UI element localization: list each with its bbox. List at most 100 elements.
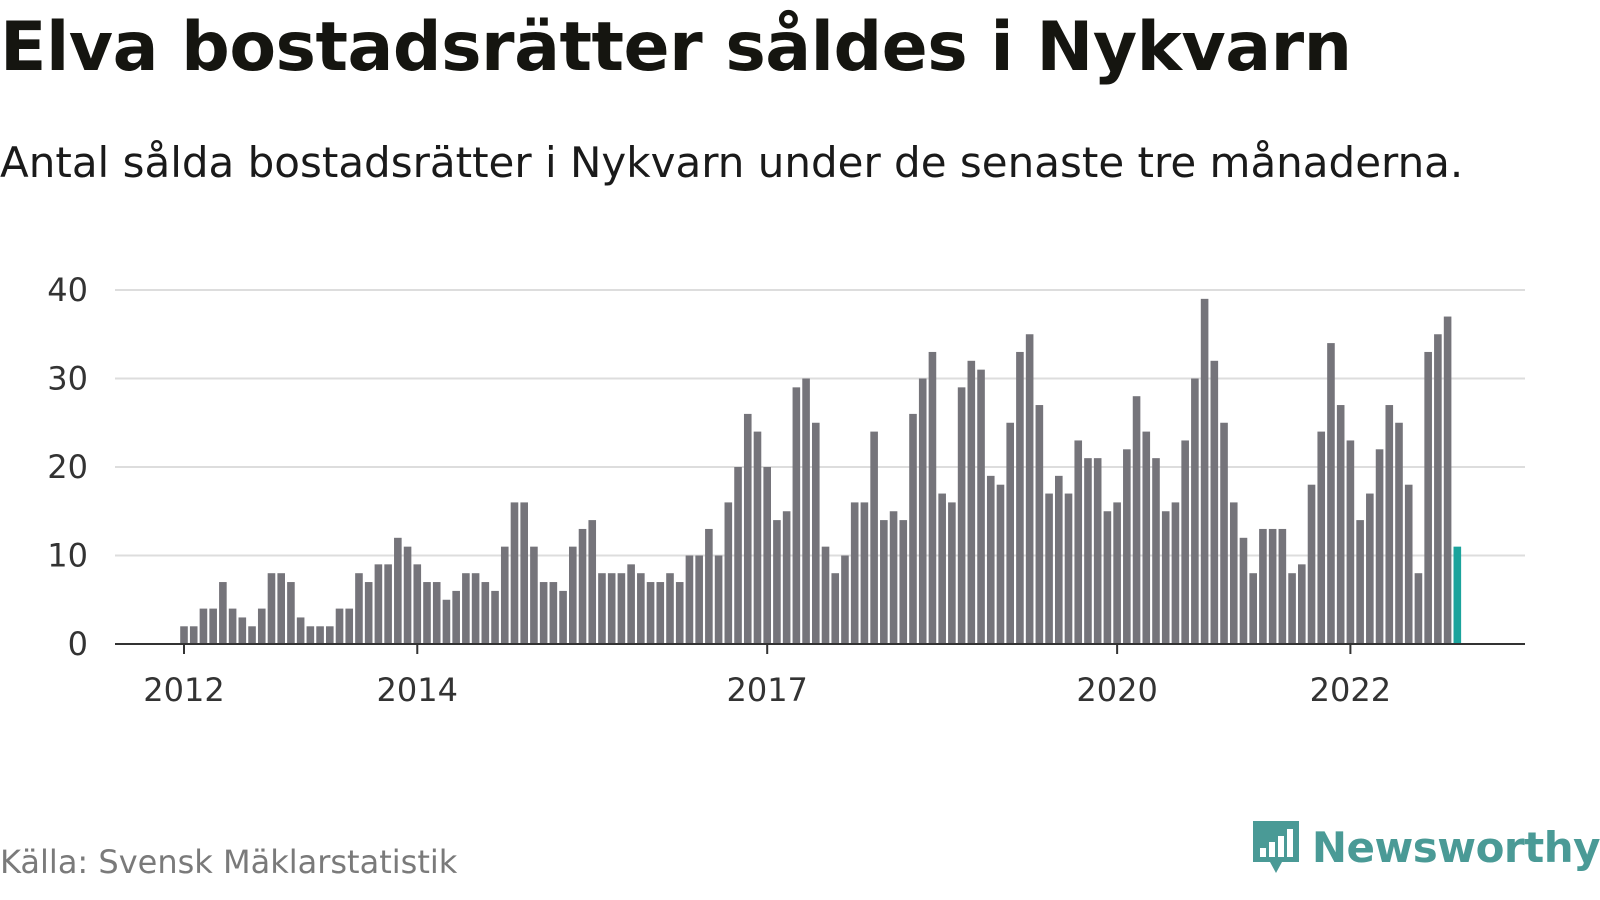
y-tick-label: 20: [47, 448, 88, 486]
bar: [918, 378, 927, 644]
bar: [1268, 528, 1277, 644]
bar: [1191, 378, 1199, 644]
bar-highlight: [1453, 546, 1462, 644]
bar: [1424, 351, 1432, 644]
bar: [1434, 334, 1442, 644]
bar: [812, 422, 820, 644]
bar: [1366, 493, 1374, 644]
newsworthy-chart-bubble-icon: [1252, 821, 1299, 873]
bar: [996, 484, 1005, 644]
bar: [724, 502, 733, 644]
bar: [1229, 502, 1238, 644]
bar: [1385, 405, 1394, 644]
bar: [1064, 493, 1073, 644]
bar: [287, 582, 295, 644]
bar: [403, 546, 412, 644]
bar: [238, 617, 247, 644]
bar: [1132, 396, 1141, 644]
bar: [1375, 449, 1384, 644]
bar: [957, 387, 966, 644]
bar: [880, 520, 888, 644]
bar: [345, 608, 354, 644]
bar: [180, 626, 188, 644]
data-label: 11: [1445, 0, 1488, 9]
bar: [452, 590, 460, 644]
bar: [1346, 440, 1355, 644]
bar: [1220, 422, 1228, 644]
bar: [743, 413, 752, 644]
bar: [1016, 351, 1024, 644]
bar: [413, 564, 422, 644]
bar: [257, 608, 266, 644]
bar: [1200, 298, 1209, 644]
bar: [705, 528, 713, 644]
bar: [530, 546, 538, 644]
bar: [714, 555, 723, 644]
bar: [209, 608, 217, 644]
bar: [1074, 440, 1083, 644]
bar: [432, 582, 441, 644]
y-axis-ticks: 0 10 20 30 40: [47, 271, 88, 663]
bar: [316, 626, 324, 644]
bar: [646, 582, 655, 644]
bar: [248, 626, 256, 644]
bar: [267, 573, 276, 644]
bar: [578, 528, 587, 644]
y-tick-label: 40: [47, 271, 88, 309]
bar: [481, 582, 490, 644]
bar: [637, 573, 645, 644]
bar: [617, 573, 626, 644]
bar: [977, 369, 985, 644]
bar: [763, 467, 771, 644]
bar: [870, 431, 878, 644]
bar: [1239, 537, 1248, 644]
bar: [1298, 564, 1306, 644]
bar: [1307, 484, 1316, 644]
bar: [1025, 334, 1034, 644]
bar: [850, 502, 859, 644]
bar: [1093, 458, 1102, 644]
bar: [189, 626, 198, 644]
bars: [180, 298, 1462, 644]
bar: [782, 511, 791, 644]
bar: [675, 582, 684, 644]
bar: [666, 573, 674, 644]
bar: [588, 520, 597, 644]
bar: [1356, 520, 1364, 644]
x-tick-label: 2014: [377, 671, 458, 709]
x-tick-label: 2020: [1076, 671, 1157, 709]
brand-name: Newsworthy: [1311, 822, 1600, 872]
x-tick-label: 2022: [1310, 671, 1391, 709]
bar: [1055, 475, 1063, 644]
chart-title: Elva bostadsrätter såldes i Nykvarn: [0, 8, 1352, 87]
bar: [821, 546, 830, 644]
bar: [296, 617, 305, 644]
bar: [948, 502, 956, 644]
y-tick-label: 0: [68, 625, 88, 663]
bar: [539, 582, 548, 644]
bar: [841, 555, 849, 644]
bar: [792, 387, 801, 644]
bar: [326, 626, 334, 644]
bar: [1249, 573, 1257, 644]
bar: [1035, 405, 1044, 644]
bar: [1317, 431, 1326, 644]
bar: [549, 582, 558, 644]
bar: [219, 582, 227, 644]
bar: [899, 520, 908, 644]
bar: [1443, 316, 1452, 644]
bar: [1404, 484, 1413, 644]
bar: [374, 564, 383, 644]
x-axis-ticks: 2012 2014 2017 2020 2022: [143, 644, 1391, 709]
bar: [199, 608, 208, 644]
bar: [335, 608, 344, 644]
chart-subtitle: Antal sålda bostadsrätter i Nykvarn unde…: [0, 138, 1464, 187]
bar: [967, 360, 976, 644]
bar: [1045, 493, 1053, 644]
bar: [598, 573, 606, 644]
bar: [462, 573, 470, 644]
bar: [1414, 573, 1423, 644]
bar: [695, 555, 703, 644]
x-tick-label: 2012: [143, 671, 224, 709]
bar: [423, 582, 431, 644]
